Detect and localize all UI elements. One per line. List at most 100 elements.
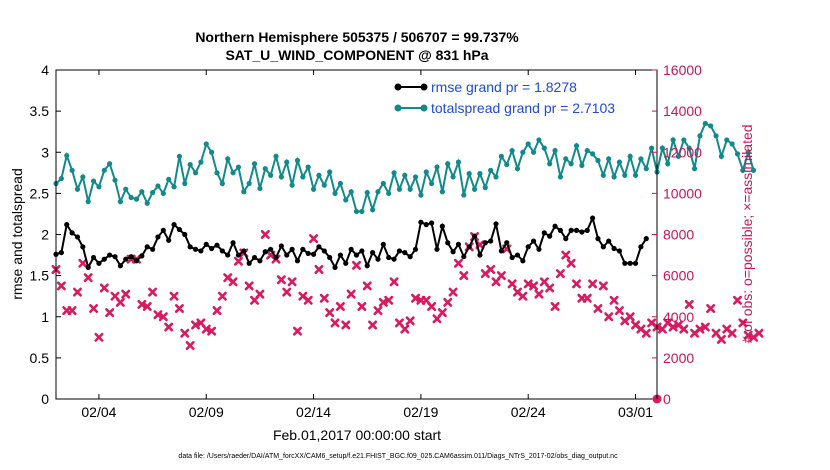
y-tick-label: 4 [41, 62, 49, 78]
spread-point [504, 161, 510, 168]
spread-point [90, 178, 97, 184]
rmse-point [364, 263, 370, 269]
spread-point [718, 153, 724, 159]
spread-point [557, 174, 564, 180]
obs-assimilated-point [427, 301, 437, 311]
spread-point [563, 156, 569, 162]
rmse-point [445, 240, 451, 246]
obs-assimilated-point [83, 273, 93, 283]
rmse-point [241, 248, 247, 254]
rmse-point [541, 230, 547, 236]
rmse-point [305, 250, 311, 257]
rmse-point [171, 222, 177, 228]
obs-assimilated-point [169, 291, 179, 301]
y-tick-label: 3.5 [30, 103, 50, 119]
spread-point [622, 172, 628, 178]
obs-assimilated-point [346, 289, 356, 299]
spread-point [595, 157, 601, 164]
spread-point [364, 189, 370, 196]
spread-point [590, 151, 596, 157]
spread-point [101, 167, 107, 173]
spread-point [171, 184, 177, 190]
spread-point [439, 189, 445, 195]
obs-assimilated-point [561, 250, 571, 260]
obs-assimilated-point [174, 304, 184, 314]
spread-point [702, 120, 708, 127]
spread-point [525, 141, 531, 147]
obs-assimilated-point [555, 269, 565, 279]
obs-assimilated-point [588, 279, 598, 289]
rmse-point [579, 229, 585, 235]
rmse-point [380, 241, 386, 247]
spread-point [434, 164, 440, 170]
spread-point [241, 189, 247, 195]
spread-point [681, 137, 687, 143]
obs-assimilated-point [180, 328, 190, 338]
obs-assimilated-point [292, 326, 302, 336]
rmse-point [369, 249, 376, 256]
rmse-point [536, 246, 542, 252]
obs-assimilated-point [518, 291, 528, 301]
rmse-point [225, 252, 231, 258]
legend-rmse-marker-left [394, 83, 402, 91]
spread-point [380, 180, 386, 187]
rmse-point [514, 252, 521, 258]
rmse-point [616, 248, 623, 254]
spread-point [96, 184, 102, 190]
spread-point [289, 182, 295, 188]
rmse-point [133, 258, 140, 264]
y2-tick-label: 2000 [663, 350, 694, 366]
spread-point [359, 208, 365, 215]
spread-point [466, 171, 472, 177]
obs-assimilated-point [142, 301, 152, 311]
spread-point [128, 194, 134, 201]
spread-point [643, 166, 649, 172]
rmse-point [525, 244, 531, 250]
legend-rmse-marker-right [420, 83, 428, 91]
y2-tick-label: 10000 [663, 185, 702, 201]
y2-tick-label: 4000 [663, 309, 694, 325]
spread-point [429, 180, 435, 187]
rmse-point [117, 263, 123, 269]
obs-assimilated-point [716, 334, 726, 344]
rmse-point [107, 252, 113, 258]
spread-point [327, 169, 333, 175]
rmse-point [192, 246, 199, 252]
chart-subtitle: SAT_U_WIND_COMPONENT @ 831 hPa [225, 47, 488, 63]
obs-assimilated-point [233, 256, 243, 266]
spread-point [423, 169, 429, 175]
rmse-point [482, 240, 488, 246]
rmse-point [632, 260, 639, 266]
plot-frame [55, 69, 658, 400]
spread-point [166, 176, 172, 182]
rmse-point [418, 219, 424, 225]
obs-assimilated-point [282, 287, 292, 297]
obs-assimilated-point [78, 258, 88, 268]
spread-point [691, 166, 698, 172]
spread-point [80, 174, 86, 180]
spread-point [509, 148, 515, 154]
spread-point [697, 133, 703, 139]
spread-point [155, 183, 161, 189]
obs-assimilated-point [260, 230, 270, 239]
rmse-point [337, 252, 344, 258]
rmse-point [321, 248, 327, 254]
left-ticks: 0 0.5 1 1.5 2 2.5 3 3.5 4 [30, 62, 61, 407]
obs-assimilated-point [325, 308, 335, 318]
x-tick-label: 02/04 [81, 404, 116, 420]
spread-point [461, 192, 467, 198]
rmse-point [557, 227, 564, 233]
obs-assimilated-point [212, 306, 222, 316]
rmse-point [590, 215, 596, 221]
rmse-point [80, 244, 86, 250]
obs-assimilated-point [362, 281, 372, 291]
spread-point [187, 161, 193, 168]
obs-assimilated-point [496, 271, 506, 281]
spread-point [198, 159, 204, 165]
spread-point [337, 180, 344, 187]
rmse-point [638, 244, 644, 250]
spread-point [192, 170, 199, 176]
obs-assimilated-point [625, 312, 635, 322]
obs-assimilated-point [727, 328, 737, 338]
